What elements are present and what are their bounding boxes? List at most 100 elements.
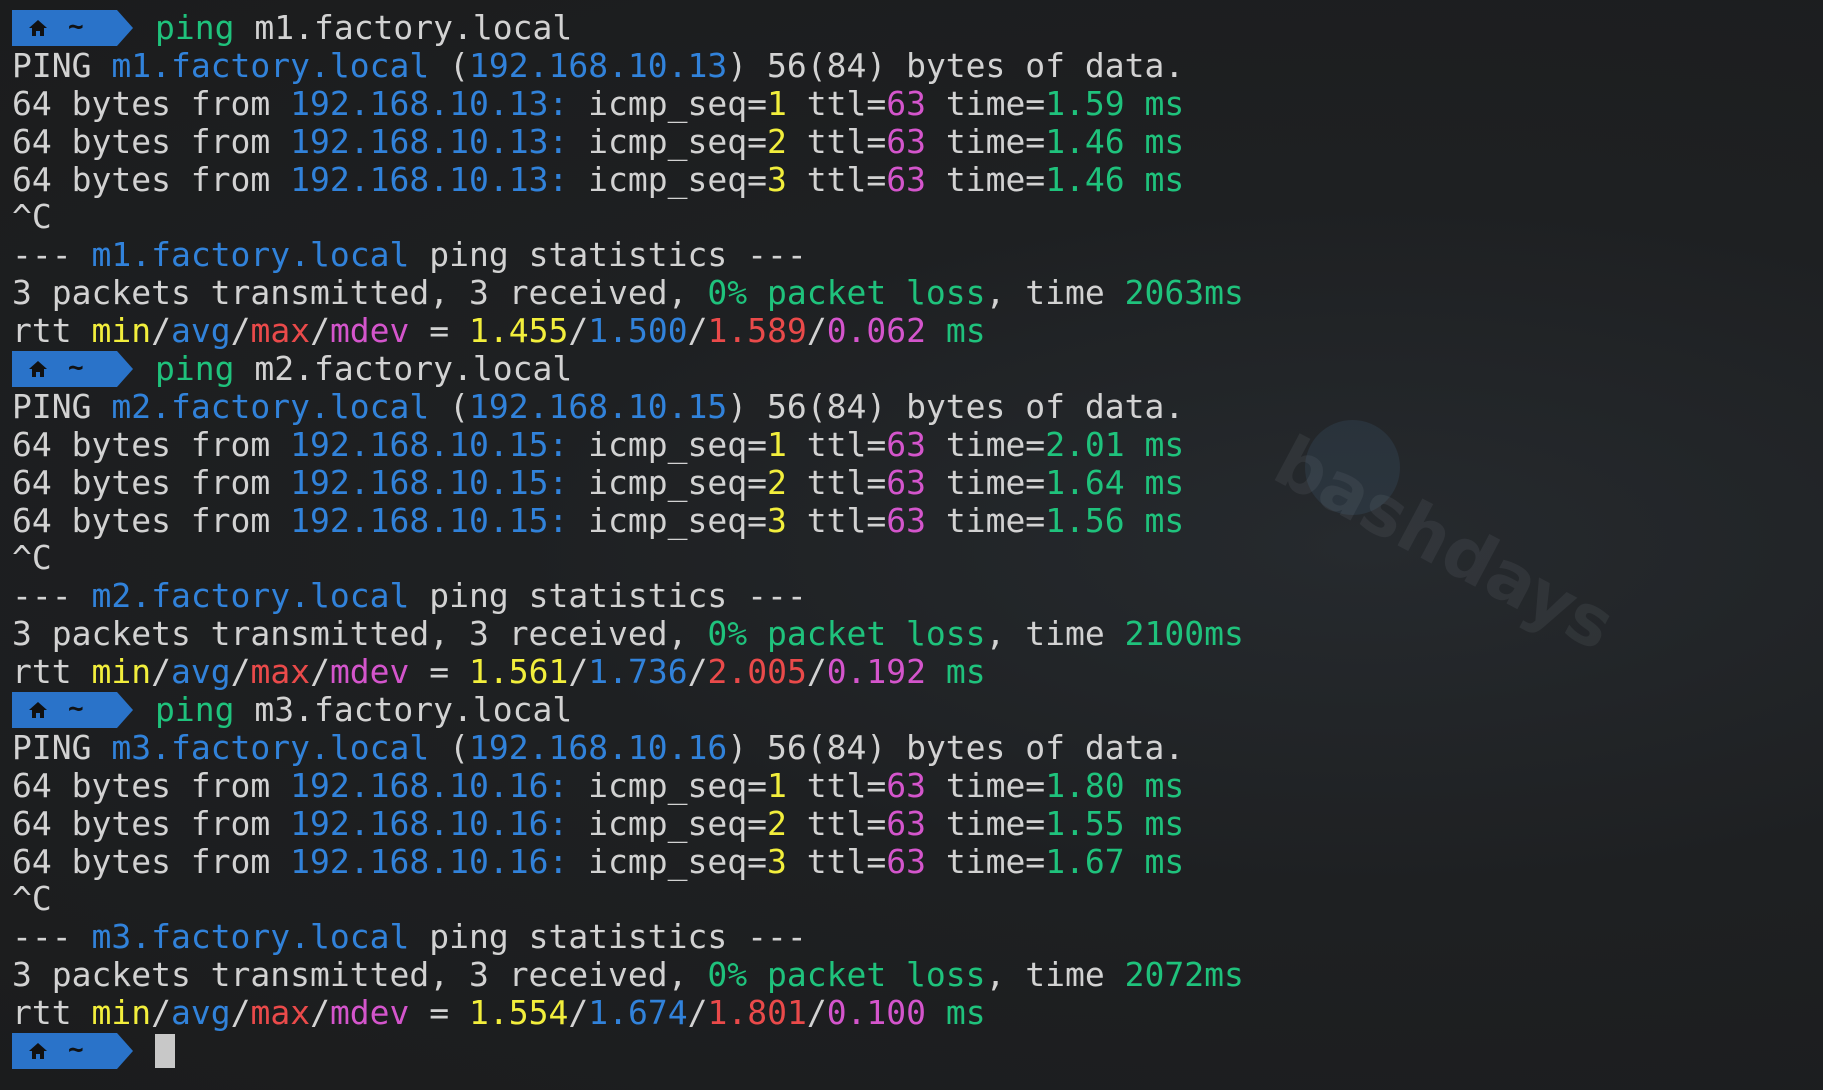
prompt-directory: ~ bbox=[68, 1035, 84, 1066]
text-segment: 3 packets transmitted, 3 received, bbox=[12, 955, 708, 995]
text-segment: 3 bbox=[767, 159, 787, 199]
text-segment: 2063ms bbox=[1124, 273, 1244, 313]
text-segment: 3 packets transmitted, 3 received, bbox=[12, 614, 708, 654]
text-segment: 64 bytes from bbox=[12, 159, 291, 199]
text-segment: ms bbox=[926, 993, 986, 1033]
output-line: PING m3.factory.local (192.168.10.16) 56… bbox=[12, 729, 1244, 767]
text-segment: 64 bytes from bbox=[12, 83, 291, 123]
text-segment: 1.67 ms bbox=[1045, 841, 1185, 881]
text-segment: 1 bbox=[767, 765, 787, 805]
text-segment: 1.59 ms bbox=[1045, 83, 1185, 123]
text-segment: icmp_seq= bbox=[568, 500, 767, 540]
text-segment: icmp_seq= bbox=[568, 121, 767, 161]
text-segment: / bbox=[806, 652, 827, 692]
prompt-badge: ~ bbox=[12, 350, 117, 387]
text-segment: --- bbox=[12, 235, 92, 275]
prompt-arrow-icon bbox=[117, 691, 133, 728]
text-segment: 192.168.10.16: bbox=[290, 841, 569, 881]
text-segment: 63 bbox=[886, 121, 926, 161]
output-line: ^C bbox=[12, 880, 1244, 918]
text-segment: 1 bbox=[767, 424, 787, 464]
prompt-directory: ~ bbox=[68, 11, 84, 42]
text-segment: icmp_seq= bbox=[568, 424, 767, 464]
text-segment: 64 bytes from bbox=[12, 424, 291, 464]
text-segment: m3.factory.local bbox=[91, 917, 410, 957]
text-segment: ttl= bbox=[786, 841, 887, 881]
text-segment: 192.168.10.15: bbox=[290, 500, 569, 540]
text-segment: ping bbox=[155, 8, 235, 47]
text-segment: , time bbox=[985, 614, 1125, 654]
text-segment: 192.168.10.13: bbox=[290, 83, 569, 123]
text-segment: 192.168.10.16: bbox=[290, 765, 569, 805]
prompt-badge: ~ bbox=[12, 691, 117, 728]
prompt-arrow-icon bbox=[117, 1032, 133, 1069]
text-segment: m3.factory.local bbox=[111, 727, 430, 767]
text-segment: / bbox=[230, 652, 251, 692]
text-segment: m2.factory.local bbox=[111, 386, 430, 426]
text-segment: m2.factory.local bbox=[91, 576, 410, 616]
output-line: PING m1.factory.local (192.168.10.13) 56… bbox=[12, 45, 1244, 85]
text-segment: 192.168.10.15 bbox=[468, 386, 728, 426]
text-segment: / bbox=[806, 993, 827, 1033]
text-segment: m2.factory.local bbox=[234, 349, 573, 389]
text-segment: 1.55 ms bbox=[1045, 803, 1185, 843]
text-segment: time= bbox=[925, 83, 1046, 123]
text-segment: avg bbox=[170, 652, 231, 692]
text-segment: / bbox=[310, 993, 330, 1033]
text-segment: mdev bbox=[329, 993, 410, 1033]
text-segment: ) 56(84) bytes of data. bbox=[727, 386, 1185, 426]
text-segment: 0% packet loss bbox=[707, 955, 986, 995]
home-icon bbox=[29, 19, 47, 36]
text-segment: time= bbox=[925, 803, 1046, 843]
text-cursor[interactable] bbox=[155, 1033, 175, 1068]
text-segment: avg bbox=[170, 311, 231, 351]
text-segment: 2 bbox=[767, 462, 787, 502]
text-segment: 2 bbox=[767, 803, 787, 843]
text-segment: 63 bbox=[886, 803, 926, 843]
text-segment: 2.005 bbox=[707, 652, 807, 692]
text-segment: ping bbox=[155, 349, 235, 389]
text-segment: icmp_seq= bbox=[568, 803, 767, 843]
text-segment: avg bbox=[170, 993, 231, 1033]
text-segment: 63 bbox=[886, 765, 926, 805]
text-segment: time= bbox=[925, 500, 1046, 540]
text-segment: 1.561 bbox=[469, 652, 569, 692]
output-line: 64 bytes from 192.168.10.15: icmp_seq= 1 … bbox=[12, 424, 1244, 464]
text-segment: icmp_seq= bbox=[568, 841, 767, 881]
text-segment: 192.168.10.13 bbox=[468, 45, 728, 85]
text-segment: 3 bbox=[767, 841, 787, 881]
prompt-directory: ~ bbox=[68, 353, 84, 383]
text-segment: / bbox=[151, 652, 171, 692]
output-line: 64 bytes from 192.168.10.13: icmp_seq= 3 … bbox=[12, 159, 1244, 199]
home-icon bbox=[29, 360, 47, 377]
text-segment: ms bbox=[926, 652, 986, 692]
text-segment: --- bbox=[12, 576, 92, 616]
terminal-output[interactable]: ~ ping m1.factory.local PING m1.factory.lo… bbox=[12, 9, 1244, 1070]
text-segment: 1.801 bbox=[707, 993, 807, 1033]
text-segment: 0.100 bbox=[826, 993, 927, 1033]
text-segment: 64 bytes from bbox=[12, 462, 291, 502]
text-segment: / bbox=[568, 652, 589, 692]
text-segment: 64 bytes from bbox=[12, 803, 291, 843]
output-line: 3 packets transmitted, 3 received, 0% pa… bbox=[12, 956, 1244, 994]
text-segment: 63 bbox=[886, 159, 926, 199]
output-line: rtt min / avg / max / mdev = 1.561/1.736/2.005… bbox=[12, 653, 1244, 691]
text-segment: max bbox=[250, 652, 311, 692]
text-segment: min bbox=[91, 993, 152, 1033]
text-segment: m1.factory.local bbox=[234, 8, 573, 47]
output-line: --- m3.factory.local ping statistics --- bbox=[12, 918, 1244, 956]
output-line: --- m1.factory.local ping statistics --- bbox=[12, 236, 1244, 274]
output-line: 64 bytes from 192.168.10.15: icmp_seq= 2 … bbox=[12, 462, 1244, 502]
text-segment: ^C bbox=[12, 538, 52, 578]
text-segment: 0.062 bbox=[826, 311, 927, 351]
text-segment: 0% packet loss bbox=[707, 273, 986, 313]
text-segment: m1.factory.local bbox=[91, 235, 410, 275]
prompt-directory: ~ bbox=[68, 694, 84, 725]
output-line: 64 bytes from 192.168.10.16: icmp_seq= 3 … bbox=[12, 841, 1244, 881]
text-segment: 192.168.10.15: bbox=[290, 424, 569, 464]
prompt-line: ~ ping m1.factory.local bbox=[12, 9, 1244, 47]
text-segment: ttl= bbox=[786, 462, 887, 502]
text-segment: icmp_seq= bbox=[568, 462, 767, 502]
text-segment: ( bbox=[429, 727, 469, 767]
